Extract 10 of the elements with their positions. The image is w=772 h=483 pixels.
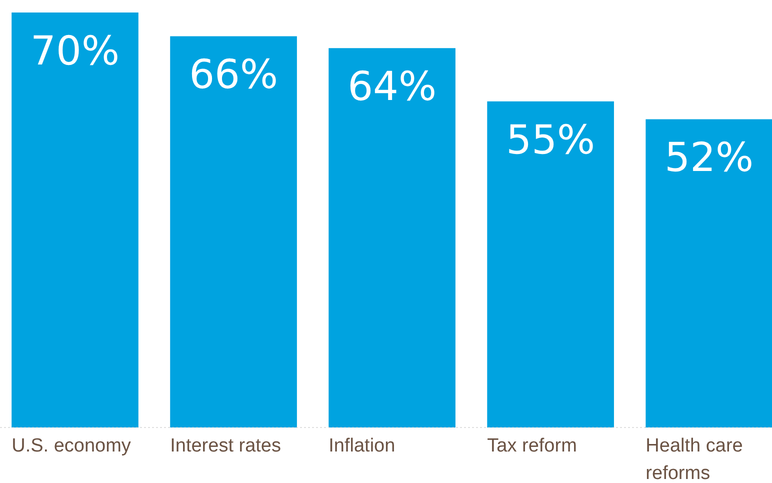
data-label: 55%: [506, 117, 596, 164]
data-label: 70%: [30, 28, 120, 74]
x-tick-label: Health care reforms: [646, 436, 743, 483]
x-tick-label: Interest rates: [170, 436, 282, 456]
x-tick-label: Tax reform: [487, 436, 577, 456]
data-label: 64%: [348, 64, 436, 110]
data-label: 66%: [189, 52, 278, 98]
x-tick-label: Inflation: [328, 436, 396, 456]
x-tick-label: U.S. economy: [12, 436, 132, 456]
data-label: 52%: [664, 135, 754, 182]
